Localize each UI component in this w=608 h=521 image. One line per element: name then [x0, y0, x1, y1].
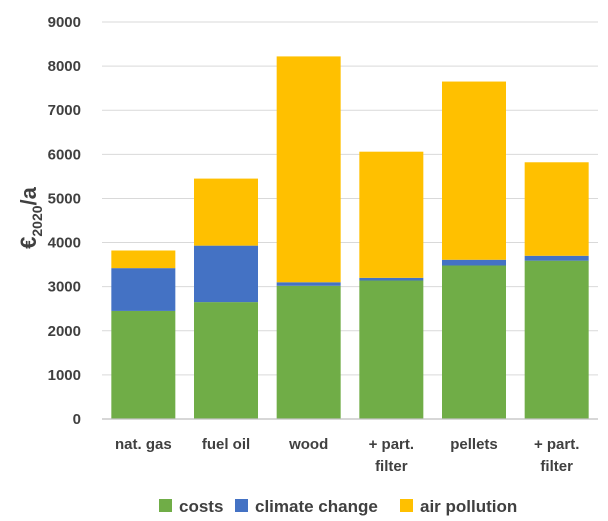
bar-costs-2 [276, 285, 341, 419]
bar-climate-change-5 [524, 255, 589, 261]
y-tick-label: 1000 [48, 367, 81, 384]
bar-air-pollution-4 [442, 81, 506, 260]
x-tick-label: + part. [534, 436, 579, 453]
bar-costs-3 [359, 280, 424, 419]
legend-swatch-climate-change [235, 499, 248, 512]
legend-label-air-pollution: air pollution [420, 497, 517, 516]
y-tick-label: 0 [73, 411, 81, 428]
bar-air-pollution-1 [194, 178, 258, 246]
bar-air-pollution-3 [359, 151, 424, 278]
bar-climate-change-1 [194, 245, 258, 303]
bar-costs-5 [524, 260, 589, 419]
x-tick-label: filter [540, 458, 573, 475]
bar-air-pollution-5 [524, 162, 589, 256]
bar-climate-change-0 [111, 268, 176, 311]
legend-label-climate-change: climate change [255, 497, 378, 516]
legend-swatch-air-pollution [400, 499, 413, 512]
legend: costs climate change air pollution [159, 497, 517, 516]
y-tick-label: 5000 [48, 190, 81, 207]
bar-costs-4 [442, 265, 506, 419]
y-tick-label: 8000 [48, 58, 81, 75]
bar-costs-1 [194, 302, 258, 419]
x-tick-label: fuel oil [202, 436, 250, 453]
bar-climate-change-3 [359, 277, 424, 281]
y-axis-label: €2020/a [16, 186, 45, 249]
bar-climate-change-2 [276, 282, 341, 286]
gridlines [102, 21, 598, 376]
y-tick-label: 4000 [48, 235, 81, 252]
x-axis-labels: nat. gas fuel oil wood + part. filter pellets… [115, 436, 579, 475]
x-tick-label: filter [375, 458, 408, 475]
x-tick-label: pellets [450, 436, 498, 453]
legend-label-costs: costs [179, 497, 223, 516]
legend-swatch-costs [159, 499, 172, 512]
x-tick-label: wood [288, 436, 328, 453]
y-tick-label: 3000 [48, 279, 81, 296]
bar-air-pollution-2 [276, 56, 341, 283]
y-tick-label: 7000 [48, 102, 81, 119]
x-tick-label: + part. [369, 436, 414, 453]
bar-air-pollution-0 [111, 250, 176, 269]
y-tick-label: 6000 [48, 146, 81, 163]
y-tick-label: 2000 [48, 323, 81, 340]
y-tick-label: 9000 [48, 14, 81, 31]
y-axis-ticks: 0 1000 2000 3000 4000 5000 6000 7000 8000 9000 [48, 14, 81, 428]
bar-costs-0 [111, 310, 176, 419]
x-tick-label: nat. gas [115, 436, 172, 453]
bars [111, 56, 589, 419]
bar-climate-change-4 [442, 259, 506, 266]
